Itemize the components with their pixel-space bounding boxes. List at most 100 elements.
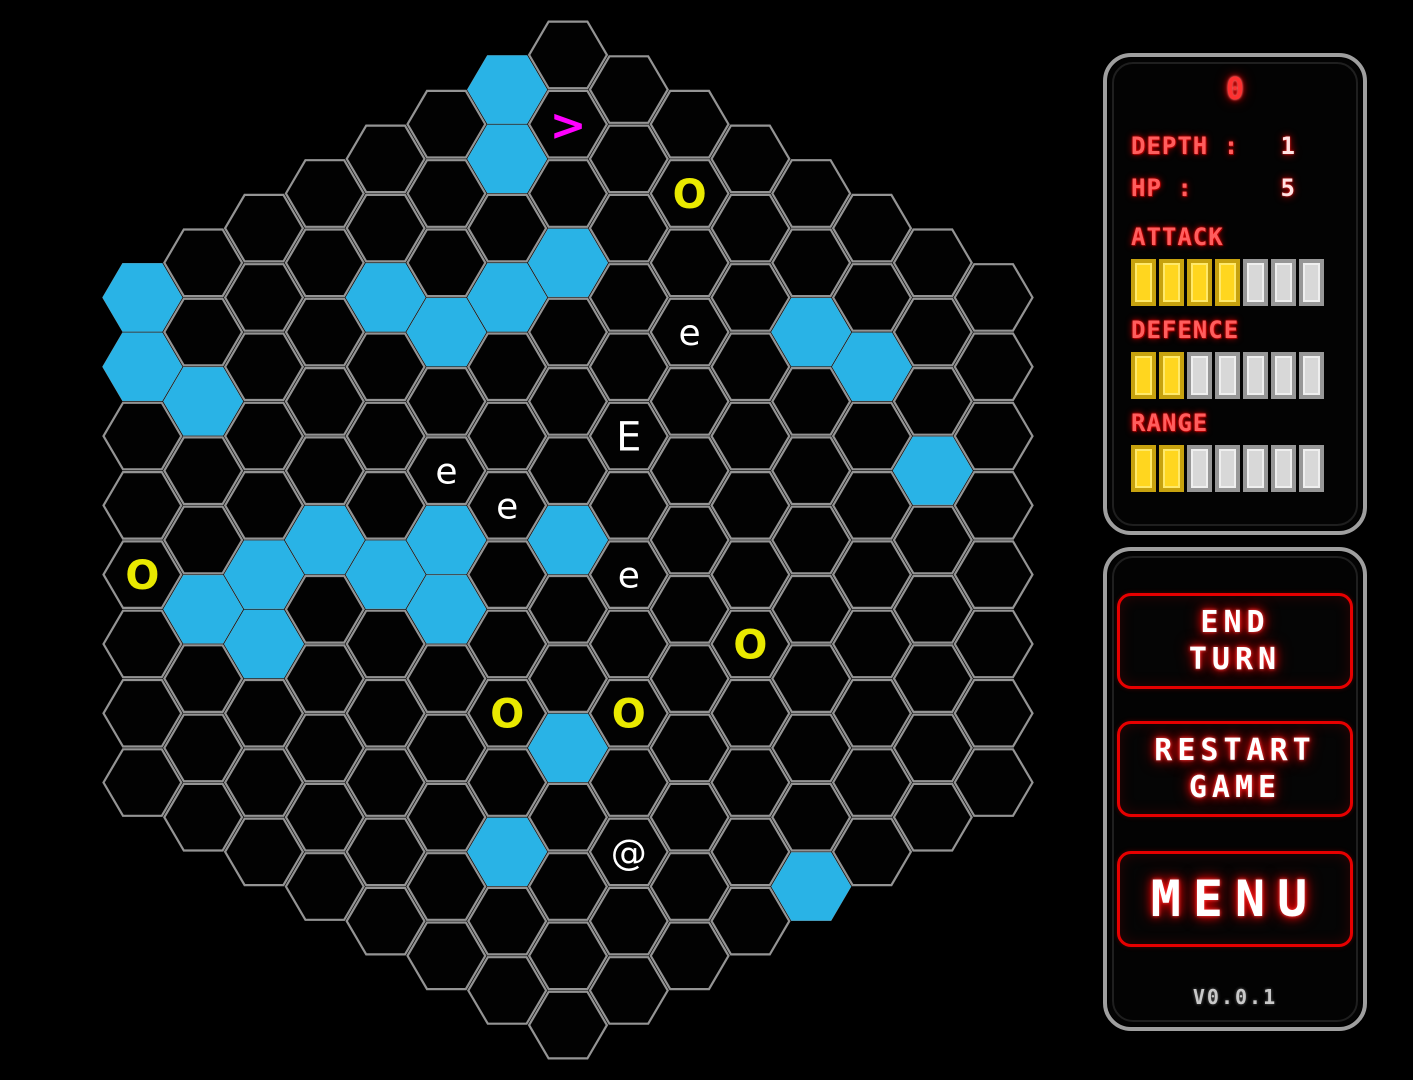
grid-hex[interactable] [588, 748, 669, 817]
grid-hex[interactable] [527, 782, 609, 852]
grid-hex[interactable] [588, 540, 669, 610]
grid-hex[interactable] [649, 159, 730, 228]
grid-hex[interactable] [406, 713, 487, 783]
grid-hex[interactable] [163, 644, 244, 714]
grid-hex[interactable] [223, 263, 305, 332]
grid-hex[interactable] [588, 55, 669, 124]
grid-hex[interactable] [102, 540, 183, 610]
grid-hex[interactable] [953, 609, 1034, 679]
water-hex[interactable] [163, 575, 244, 644]
water-hex[interactable] [528, 228, 608, 297]
grid-hex[interactable] [467, 609, 548, 679]
grid-hex[interactable] [892, 644, 973, 714]
grid-hex[interactable] [102, 609, 183, 679]
grid-hex[interactable] [831, 471, 913, 540]
grid-hex[interactable] [771, 367, 852, 436]
grid-hex[interactable] [467, 956, 548, 1025]
grid-hex[interactable] [588, 817, 669, 887]
grid-hex[interactable] [710, 748, 791, 817]
grid-hex[interactable] [588, 193, 669, 263]
grid-hex[interactable] [710, 609, 791, 679]
grid-hex[interactable] [102, 748, 183, 817]
water-hex[interactable] [102, 332, 183, 401]
grid-hex[interactable] [284, 713, 365, 783]
grid-hex[interactable] [649, 852, 730, 921]
grid-hex[interactable] [406, 89, 487, 159]
grid-hex[interactable] [771, 644, 852, 714]
grid-hex[interactable] [223, 817, 305, 887]
grid-hex[interactable] [771, 505, 852, 575]
grid-hex[interactable] [406, 644, 487, 714]
grid-hex[interactable] [953, 401, 1034, 471]
grid-hex[interactable] [588, 886, 669, 956]
water-hex[interactable] [771, 852, 852, 921]
menu-button[interactable]: MENU [1117, 851, 1353, 947]
water-hex[interactable] [528, 713, 608, 782]
grid-hex[interactable] [588, 609, 669, 679]
water-hex[interactable] [406, 575, 487, 644]
grid-hex[interactable] [345, 401, 426, 471]
grid-hex[interactable] [527, 852, 609, 921]
grid-hex[interactable] [831, 401, 913, 471]
grid-hex[interactable] [527, 159, 609, 228]
grid-hex[interactable] [953, 332, 1034, 402]
grid-hex[interactable] [649, 782, 730, 852]
grid-hex[interactable] [527, 990, 609, 1060]
grid-hex[interactable] [649, 297, 730, 367]
grid-hex[interactable] [223, 748, 305, 817]
grid-hex[interactable] [831, 748, 913, 817]
grid-hex[interactable] [892, 228, 973, 298]
water-hex[interactable] [406, 505, 487, 575]
grid-hex[interactable] [467, 332, 548, 402]
water-hex[interactable] [467, 263, 548, 332]
grid-hex[interactable] [284, 297, 365, 367]
grid-hex[interactable] [588, 332, 669, 402]
grid-hex[interactable] [284, 644, 365, 714]
grid-hex[interactable] [345, 332, 426, 402]
grid-hex[interactable] [892, 782, 973, 852]
water-hex[interactable] [406, 298, 487, 367]
grid-hex[interactable] [527, 20, 609, 90]
grid-hex[interactable] [771, 713, 852, 783]
grid-hex[interactable] [771, 436, 852, 506]
grid-hex[interactable] [284, 574, 365, 644]
grid-hex[interactable] [223, 401, 305, 471]
grid-hex[interactable] [710, 471, 791, 540]
grid-hex[interactable] [284, 782, 365, 852]
grid-hex[interactable] [527, 644, 609, 714]
grid-hex[interactable] [345, 678, 426, 748]
grid-hex[interactable] [223, 471, 305, 540]
grid-hex[interactable] [467, 471, 548, 540]
water-hex[interactable] [467, 124, 548, 193]
grid-hex[interactable] [345, 124, 426, 194]
grid-hex[interactable] [953, 471, 1034, 540]
water-hex[interactable] [345, 540, 426, 609]
grid-hex[interactable] [710, 817, 791, 887]
water-hex[interactable] [832, 332, 912, 401]
grid-hex[interactable] [467, 401, 548, 471]
grid-hex[interactable] [649, 574, 730, 644]
grid-hex[interactable] [771, 159, 852, 228]
grid-hex[interactable] [527, 574, 609, 644]
grid-hex[interactable] [406, 852, 487, 921]
grid-hex[interactable] [102, 678, 183, 748]
grid-hex[interactable] [163, 782, 244, 852]
grid-hex[interactable] [345, 609, 426, 679]
grid-hex[interactable] [649, 921, 730, 991]
grid-hex[interactable] [527, 436, 609, 506]
grid-hex[interactable] [284, 852, 365, 921]
grid-hex[interactable] [284, 159, 365, 228]
grid-hex[interactable] [588, 401, 669, 471]
grid-hex[interactable] [284, 228, 365, 298]
grid-hex[interactable] [588, 678, 669, 748]
grid-hex[interactable] [467, 886, 548, 956]
grid-hex[interactable] [771, 574, 852, 644]
grid-hex[interactable] [710, 540, 791, 610]
grid-hex[interactable] [588, 124, 669, 194]
grid-hex[interactable] [588, 263, 669, 332]
grid-hex[interactable] [527, 367, 609, 436]
grid-hex[interactable] [467, 193, 548, 263]
water-hex[interactable] [163, 367, 244, 436]
grid-hex[interactable] [345, 748, 426, 817]
grid-hex[interactable] [527, 921, 609, 991]
